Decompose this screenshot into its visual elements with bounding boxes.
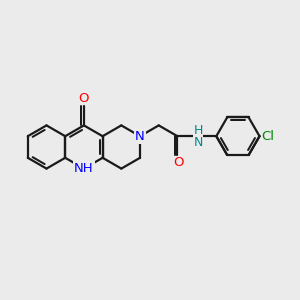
Text: NH: NH — [74, 162, 94, 175]
Text: Cl: Cl — [261, 130, 274, 143]
Text: N: N — [135, 130, 145, 143]
Text: O: O — [173, 156, 184, 169]
Text: O: O — [79, 92, 89, 105]
Text: H
N: H N — [193, 124, 203, 149]
